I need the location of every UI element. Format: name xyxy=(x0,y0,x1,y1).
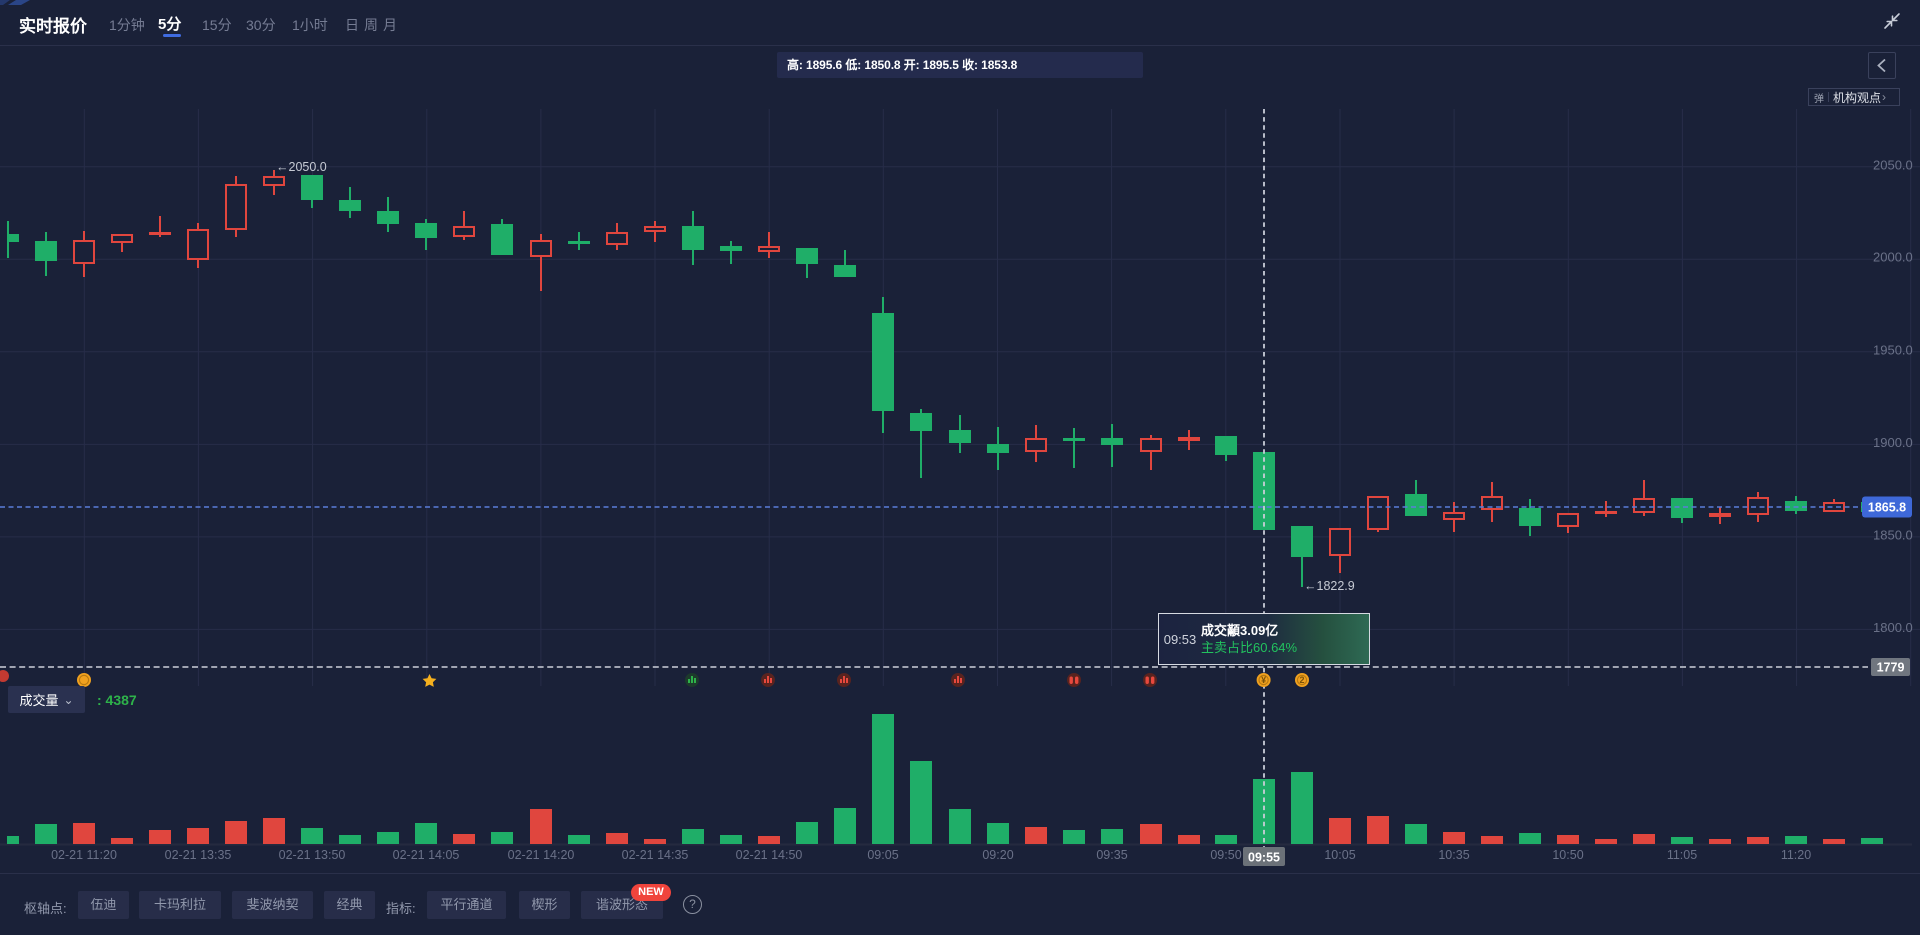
svg-text:11:20: 11:20 xyxy=(1781,848,1811,862)
svg-text:2: 2 xyxy=(1299,675,1304,685)
svg-text:02-21 14:05: 02-21 14:05 xyxy=(393,848,460,862)
svg-text:2050.0: 2050.0 xyxy=(1873,157,1913,172)
svg-text:1900.0: 1900.0 xyxy=(1873,435,1913,450)
svg-text:10:05: 10:05 xyxy=(1324,848,1355,862)
svg-text:09:35: 09:35 xyxy=(1096,848,1127,862)
svg-text:09:55: 09:55 xyxy=(1248,851,1280,865)
svg-text:1779: 1779 xyxy=(1877,661,1905,675)
svg-text:10:50: 10:50 xyxy=(1552,848,1583,862)
svg-text:02-21 14:35: 02-21 14:35 xyxy=(622,848,689,862)
svg-text:1800.0: 1800.0 xyxy=(1873,620,1913,635)
svg-text:02-21 14:50: 02-21 14:50 xyxy=(736,848,803,862)
svg-text:1950.0: 1950.0 xyxy=(1873,342,1913,357)
svg-text:←2050.0: ←2050.0 xyxy=(276,160,327,174)
svg-text:10:35: 10:35 xyxy=(1438,848,1469,862)
svg-text:02-21 11:20: 02-21 11:20 xyxy=(51,848,117,862)
svg-text:02-21 14:20: 02-21 14:20 xyxy=(508,848,575,862)
svg-text:02-21 13:50: 02-21 13:50 xyxy=(279,848,346,862)
svg-text:09:05: 09:05 xyxy=(867,848,898,862)
svg-text:11:05: 11:05 xyxy=(1667,848,1697,862)
svg-text:1850.0: 1850.0 xyxy=(1873,527,1913,542)
svg-text:2000.0: 2000.0 xyxy=(1873,250,1913,265)
svg-text:09:50: 09:50 xyxy=(1210,848,1241,862)
svg-text:09:20: 09:20 xyxy=(982,848,1013,862)
svg-text:←1822.9: ←1822.9 xyxy=(1304,579,1355,593)
svg-text:¥: ¥ xyxy=(1261,675,1266,685)
svg-text:1865.8: 1865.8 xyxy=(1868,501,1906,515)
svg-text:02-21 13:35: 02-21 13:35 xyxy=(165,848,232,862)
